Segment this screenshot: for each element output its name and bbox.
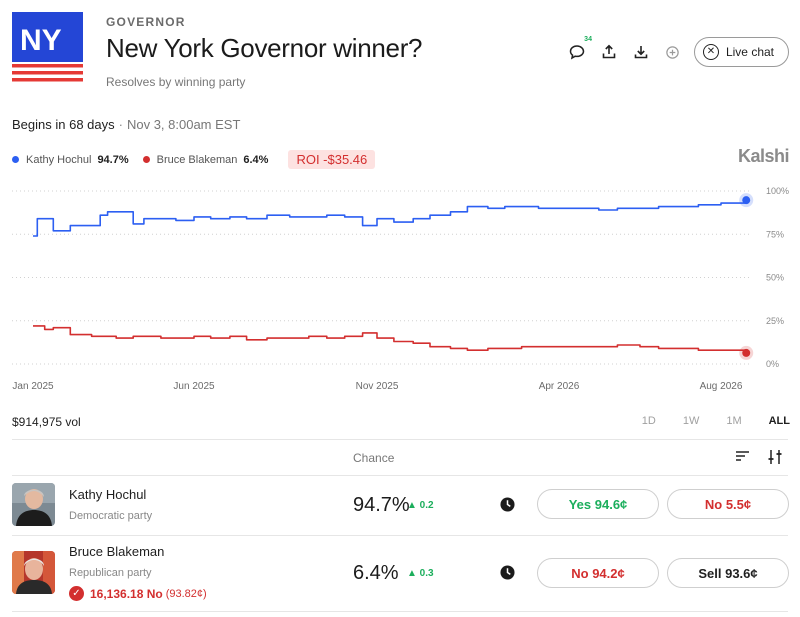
buy-yes-button[interactable]: Yes 94.6¢ <box>537 489 659 519</box>
kalshi-logo: Kalshi <box>737 146 790 166</box>
price-chart: 100% 75% 50% 25% 0% Jan 2025 Jun 2025 Nov 2025 A… <box>12 186 789 392</box>
legend-dot-hochul <box>12 156 19 163</box>
x-tick-label: Jan 2025 <box>12 381 54 392</box>
series-line-hochul <box>33 200 747 237</box>
candidate-chance: 94.7% <box>353 494 410 516</box>
divider <box>12 439 788 440</box>
x-tick-label: Nov 2025 <box>356 381 399 392</box>
chance-delta: ▲ 0.2 <box>407 500 434 511</box>
divider <box>12 535 788 536</box>
page-title: New York Governor winner? <box>106 33 423 63</box>
logo-text: NY <box>20 24 62 57</box>
range-all[interactable]: ALL <box>768 415 790 427</box>
begins-text: Begins in 68 days <box>12 117 115 132</box>
candidate-name: Bruce Blakeman <box>69 544 165 559</box>
candidate-name: Kathy Hochul <box>69 487 147 502</box>
live-chat-label: Live chat <box>725 45 774 59</box>
x-tick-label: Aug 2026 <box>700 381 743 392</box>
avatar-blakeman <box>12 551 55 594</box>
legend-name-blakeman: Bruce Blakeman <box>156 153 238 166</box>
timing-separator: · <box>118 117 123 132</box>
candidate-row-hochul: Kathy Hochul Democratic party 94.7% ▲ 0.… <box>0 476 800 536</box>
range-1d[interactable]: 1D <box>641 415 656 427</box>
filter-button[interactable] <box>768 449 782 465</box>
header-actions: 34 ✕ Live chat <box>566 36 789 67</box>
clock-icon <box>500 497 515 512</box>
roi-badge: ROI -$35.46 <box>288 150 376 169</box>
end-marker-blakeman <box>742 348 751 357</box>
legend-dot-blakeman <box>142 156 150 163</box>
sliders-icon <box>768 450 782 464</box>
download-button[interactable] <box>630 41 652 63</box>
sort-button[interactable] <box>735 449 750 465</box>
plus-circle-icon <box>666 45 680 59</box>
live-chat-button[interactable]: ✕ Live chat <box>693 37 789 67</box>
user-position: ✓ 16,136.18 No (93.82¢) <box>69 586 207 601</box>
divider <box>12 475 788 476</box>
legend-name-hochul: Kathy Hochul <box>26 153 92 166</box>
position-avg-price: (93.82¢) <box>165 587 207 600</box>
table-header-icons <box>717 449 782 465</box>
candidate-row-blakeman: Bruce Blakeman Republican party ✓ 16,136… <box>0 536 800 601</box>
divider <box>12 611 788 612</box>
sell-button[interactable]: Sell 93.6¢ <box>667 558 789 588</box>
chance-delta: ▲ 0.3 <box>407 568 434 579</box>
range-selector: 1D 1W 1M ALL <box>615 415 790 427</box>
comments-button[interactable]: 34 <box>566 36 592 63</box>
add-button[interactable] <box>662 41 684 63</box>
market-subtitle: Resolves by winning party <box>106 75 246 89</box>
ny-flag-logo: NY <box>12 12 83 84</box>
comment-count: 34 <box>584 36 592 43</box>
share-button[interactable] <box>598 41 620 63</box>
chart-legend: Kathy Hochul 94.7% Bruce Blakeman 6.4% R… <box>12 150 376 169</box>
volume-text: $914,975 vol <box>12 415 81 429</box>
sort-lines-icon <box>736 451 749 461</box>
y-tick-label: 100% <box>766 186 789 196</box>
y-tick-label: 25% <box>766 316 784 326</box>
market-timing: Begins in 68 days · Nov 3, 8:00am EST <box>12 117 240 132</box>
check-circle-icon: ✓ <box>69 586 84 601</box>
legend-pct-hochul: 94.7% <box>97 153 129 166</box>
y-tick-label: 75% <box>766 229 784 239</box>
column-header-chance: Chance <box>353 451 395 465</box>
range-1m[interactable]: 1M <box>726 415 742 427</box>
y-tick-label: 50% <box>766 273 784 283</box>
close-icon: ✕ <box>702 44 719 60</box>
clock-icon <box>500 565 515 580</box>
buy-no-button[interactable]: No 5.5¢ <box>667 489 789 519</box>
end-marker-hochul <box>742 196 751 205</box>
candidate-chance: 6.4% <box>353 562 399 584</box>
legend-pct-blakeman: 6.4% <box>243 153 269 166</box>
buy-no-button[interactable]: No 94.2¢ <box>537 558 659 588</box>
market-category: GOVERNOR <box>106 15 186 29</box>
range-1w[interactable]: 1W <box>682 415 700 427</box>
candidate-party: Democratic party <box>69 510 153 522</box>
y-tick-label: 0% <box>766 359 779 369</box>
x-tick-label: Jun 2025 <box>173 381 215 392</box>
share-icon <box>602 44 616 59</box>
position-amount: 16,136.18 No <box>90 586 163 601</box>
series-line-blakeman <box>33 325 747 353</box>
download-icon <box>634 46 648 59</box>
begins-date: Nov 3, 8:00am EST <box>126 117 241 132</box>
candidate-party: Republican party <box>69 567 152 579</box>
avatar-hochul <box>12 483 55 526</box>
comment-icon <box>569 45 585 60</box>
x-tick-label: Apr 2026 <box>539 381 580 392</box>
